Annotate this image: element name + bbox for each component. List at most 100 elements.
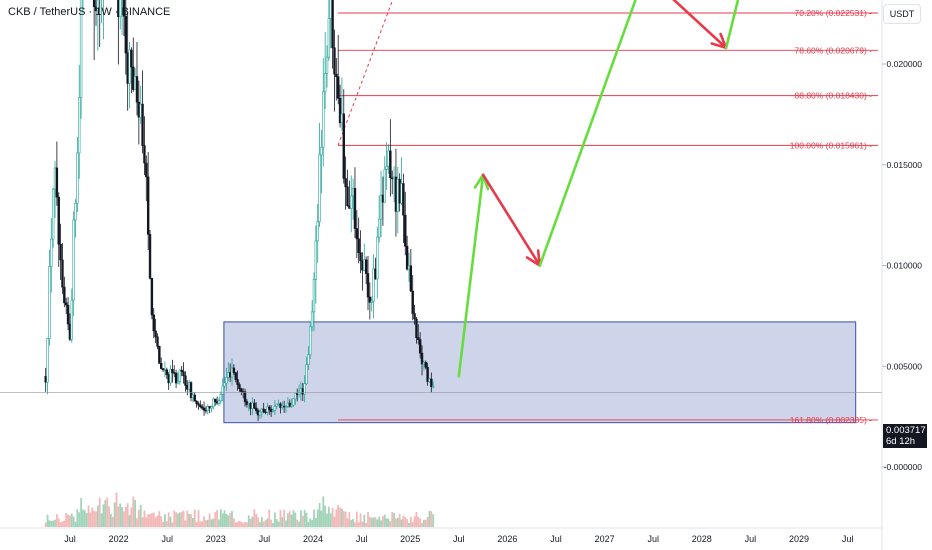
candle-body (249, 403, 252, 409)
candle-body (432, 386, 435, 388)
candle-body (348, 205, 351, 209)
candle-body (178, 369, 182, 382)
candle-body (215, 401, 219, 404)
projection-arrowhead-0-0 (473, 173, 485, 189)
zones-layer (223, 321, 857, 424)
candle-body (413, 313, 416, 320)
volume-bar (367, 512, 369, 527)
volume-bar (180, 511, 183, 527)
x-axis[interactable]: Jul 2022 Jul 2023 Jul 2024 Jul 2025 Jul 2026 Jul 20… (0, 527, 882, 544)
volume-bar (335, 509, 338, 527)
volume-bar (305, 512, 308, 527)
candle-body (236, 379, 239, 385)
volume-bar (313, 509, 315, 527)
candle-body (130, 49, 133, 68)
symbol-title[interactable]: CKB / TetherUS · 1W · BINANCE (8, 6, 171, 18)
candle-body (418, 339, 422, 354)
candle-body (288, 402, 291, 407)
volume-bar (413, 516, 416, 527)
volume-bar (387, 518, 390, 527)
y-axis[interactable]: 0.0400000.0350000.0300000.0250000.020000… (881, 0, 922, 550)
candle-body (238, 384, 241, 390)
projection-arrowhead-1-1 (525, 256, 542, 267)
volume-bar (111, 516, 114, 527)
volume-bar (44, 522, 47, 527)
volume-bar (422, 519, 425, 527)
volume-bar (63, 520, 66, 527)
candle-body (197, 403, 200, 406)
candle-body (275, 403, 278, 407)
candle-body (204, 409, 208, 412)
candle-body (262, 408, 265, 413)
volume-bar (206, 519, 209, 527)
candle-body (299, 388, 303, 393)
volume-bar (74, 521, 77, 527)
volume-bar (89, 512, 92, 527)
volume-bar (342, 511, 345, 527)
candle-body (322, 91, 325, 148)
volume-bar (406, 519, 409, 527)
candle-body (329, 0, 332, 19)
volume-bar (270, 519, 273, 527)
volume-bar (264, 520, 267, 527)
candles-layer (0, 0, 882, 421)
x-tick-label: Jul (550, 534, 562, 544)
volume-bar (50, 520, 53, 527)
candle-body (422, 362, 426, 365)
volume-bar (286, 513, 289, 527)
candle-body (351, 188, 355, 197)
candle-body (279, 403, 282, 408)
volume-bar (115, 492, 118, 527)
candle-body (240, 388, 243, 393)
volume-bar (141, 517, 144, 527)
volume-bar (275, 518, 278, 527)
volume-bar (150, 513, 153, 527)
candle-body (180, 369, 183, 373)
candle-body (143, 145, 146, 164)
volume-bar (106, 497, 109, 527)
candle-body (281, 405, 284, 408)
volume-bar (95, 511, 97, 527)
volume-bar (374, 517, 377, 527)
candle-body (381, 194, 385, 203)
candle-body (314, 240, 318, 280)
volume-bar (104, 500, 107, 527)
volume-bar (160, 516, 163, 527)
candle-body (230, 367, 234, 378)
volume-bar (223, 510, 226, 527)
volume-bar (432, 514, 435, 527)
candle-body (66, 304, 70, 325)
x-tick-label: 2026 (497, 534, 517, 544)
candle-body (48, 266, 51, 339)
candle-body (340, 113, 344, 123)
candle-body (320, 146, 323, 156)
candle-body (187, 382, 191, 390)
candle-body (282, 405, 286, 408)
candle-body (335, 73, 338, 78)
volume-bar (61, 521, 64, 527)
candle-body (310, 311, 314, 328)
candle-body (316, 221, 319, 242)
volume-bar (247, 515, 250, 527)
volume-bar (385, 518, 388, 527)
volume-bar (309, 518, 312, 527)
fibonacci-layer: 0.00% (0.038009) -23.60% (0.032806) -38.… (338, 8, 878, 425)
candle-body (260, 408, 264, 413)
volume-bar (393, 512, 395, 527)
candle-body (124, 15, 128, 54)
projection-arrow-1 (481, 173, 542, 267)
volume-bar (128, 515, 131, 527)
volume-bar (121, 507, 123, 527)
candle-body (253, 402, 256, 409)
currency-button[interactable]: USDT (883, 4, 921, 24)
candle-body (258, 411, 262, 416)
candle-body (296, 393, 299, 395)
candle-body (312, 279, 316, 313)
volume-bar (320, 510, 323, 527)
candle-body (232, 367, 236, 373)
volume-bar (389, 521, 392, 527)
candle-body (266, 406, 269, 413)
candle-body (169, 368, 172, 384)
volume-bar (108, 506, 110, 527)
